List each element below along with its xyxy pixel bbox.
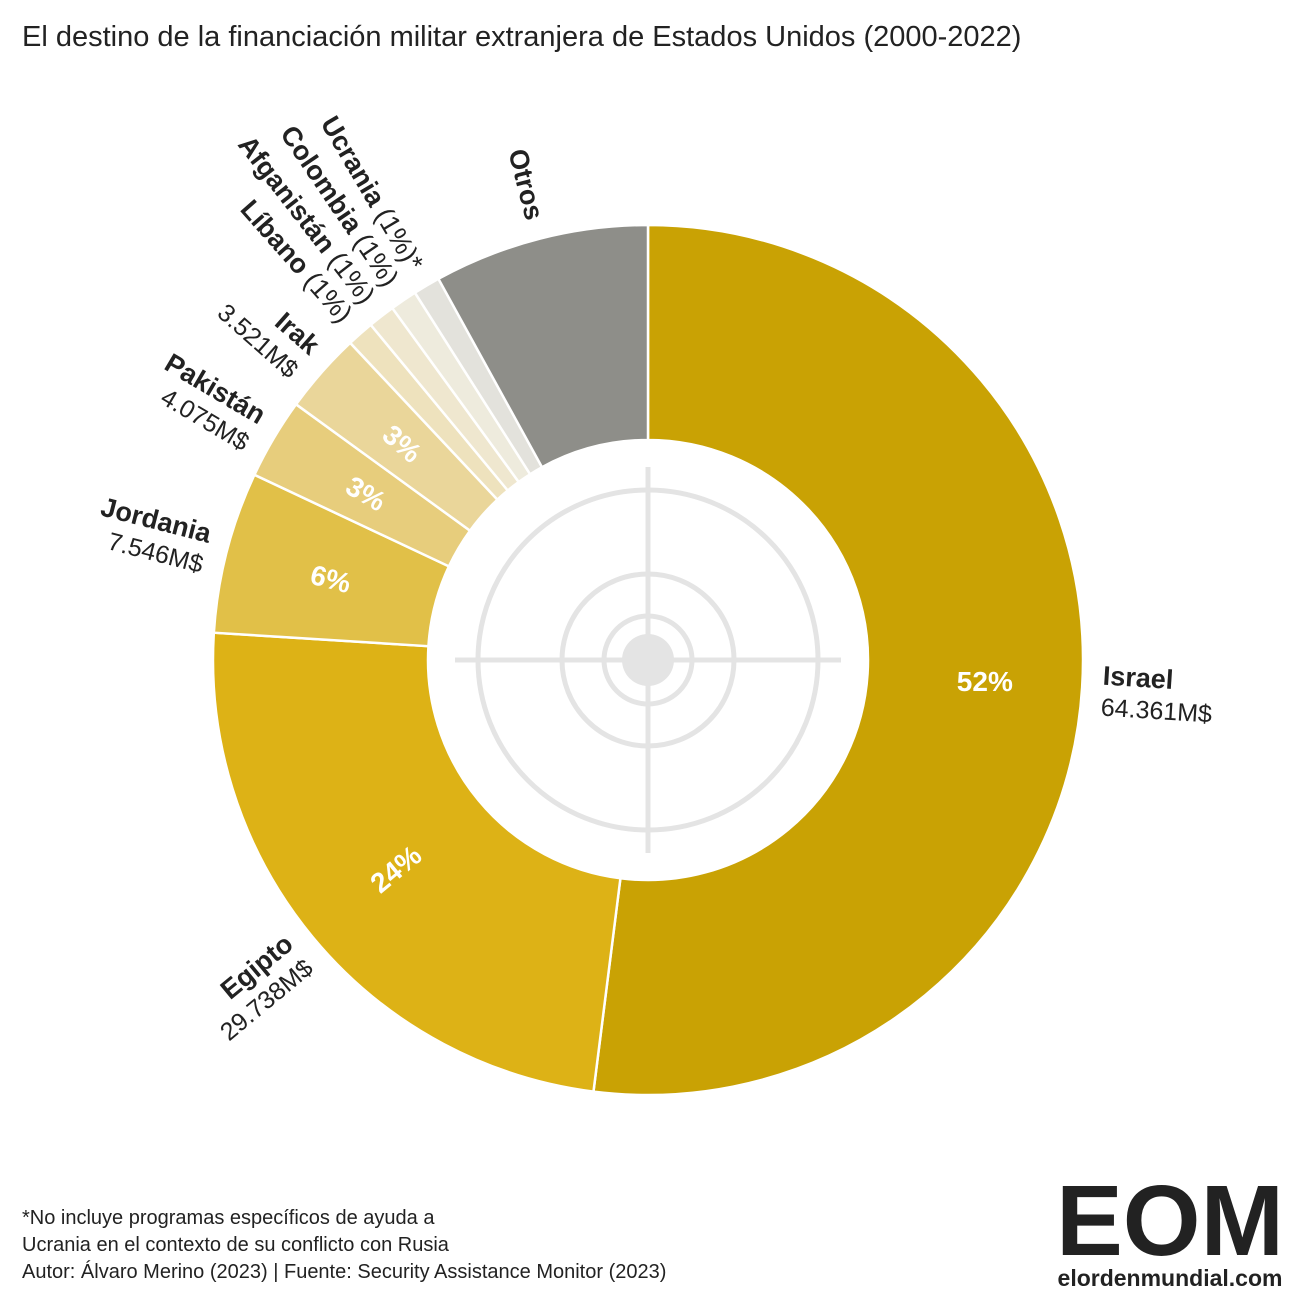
crosshair [455,467,841,853]
donut-slice [211,631,622,1093]
chart-title: El destino de la financiación militar ex… [22,21,1021,53]
footnote: Ucrania en el contexto de su conflicto c… [22,1234,450,1256]
amount-label: 64.361M$ [1100,694,1213,729]
logo-mark: EOM [1056,1165,1284,1277]
credits: Autor: Álvaro Merino (2023) | Fuente: Se… [22,1260,666,1283]
donut-slice [592,223,1085,1097]
footnote: *No incluye programas específicos de ayu… [22,1207,435,1229]
category-label: Israel [1102,661,1174,695]
value-label: 52% [957,666,1013,697]
category-name: Israel [1102,661,1174,695]
logo-site: elordenmundial.com [1058,1265,1283,1291]
donut-slice [436,223,650,469]
